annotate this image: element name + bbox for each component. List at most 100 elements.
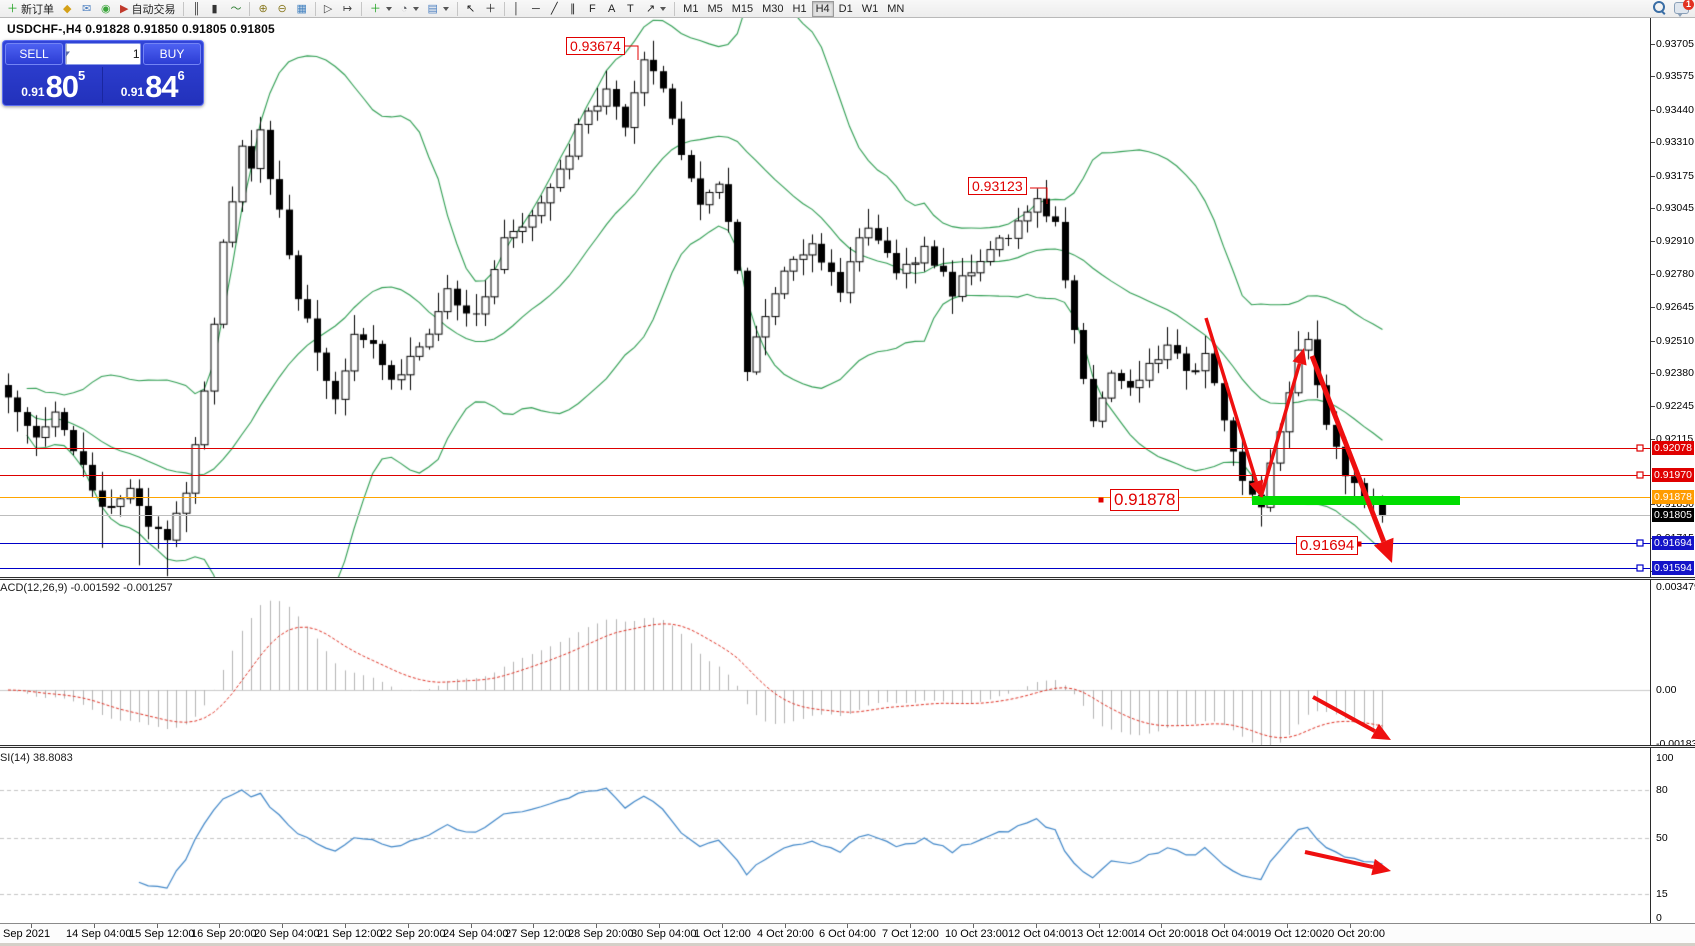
axis-tick-mark — [1651, 373, 1655, 374]
price-axis-label: 0.91694 — [1652, 536, 1694, 550]
equidistant-channel-icon: ∥ — [569, 2, 576, 15]
metaeditor-button[interactable]: ◆ — [59, 1, 77, 17]
periods-button[interactable]: ◔ — [397, 1, 423, 17]
rsi-axis-tick: 15 — [1656, 888, 1668, 900]
volume-input[interactable] — [67, 44, 140, 64]
indicators-button[interactable]: ＋ — [366, 1, 396, 17]
time-axis-label: 30 Sep 04:00 — [631, 928, 697, 940]
signals-button[interactable]: ◉ — [97, 1, 115, 17]
axis-tick-mark — [1651, 44, 1655, 45]
timeframe-m30-label: M30 — [762, 2, 784, 15]
buy-button[interactable]: BUY — [143, 43, 201, 65]
axis-tick-mark — [1651, 274, 1655, 275]
time-axis-label: 16 Sep 20:00 — [191, 928, 257, 940]
price-axis-tick: 0.92910 — [1656, 235, 1694, 247]
timeframe-m15[interactable]: M15 — [728, 1, 757, 17]
toolbar-separator — [360, 1, 362, 16]
sell-price[interactable]: 0.91 80 5 — [5, 67, 103, 103]
market-button[interactable]: ✉ — [78, 1, 96, 17]
zoom-in-button[interactable]: ⊕ — [254, 1, 272, 17]
timeframe-d1[interactable]: D1 — [835, 1, 857, 17]
timeframe-d1-label: D1 — [838, 2, 853, 15]
new-order-icon: ＋ — [7, 2, 18, 15]
buy-price[interactable]: 0.91 84 6 — [105, 67, 202, 103]
timeframe-w1-label: W1 — [861, 2, 879, 15]
price-chart-canvas[interactable] — [0, 18, 1650, 923]
sell-price-big: 80 — [45, 69, 79, 104]
auto-scroll-button[interactable]: ▷ — [320, 1, 338, 17]
price-axis-tick: 0.93310 — [1656, 136, 1694, 148]
horizontal-line-button[interactable]: ─ — [528, 1, 546, 17]
text-button[interactable]: A — [604, 1, 622, 17]
axis-tick-mark — [1651, 76, 1655, 77]
time-tick-mark — [471, 924, 472, 928]
timeframe-h4-label: H4 — [815, 2, 830, 15]
time-tick-mark — [533, 924, 534, 928]
timeframe-mn[interactable]: MN — [883, 1, 908, 17]
text-label-button[interactable]: T — [623, 1, 641, 17]
time-axis-label: 12 Oct 04:00 — [1008, 928, 1071, 940]
text-icon: A — [607, 2, 616, 15]
crosshair-button[interactable]: ＋ — [481, 1, 500, 17]
tile-windows-button[interactable]: ▦ — [292, 1, 310, 17]
timeframe-m5[interactable]: M5 — [703, 1, 726, 17]
price-callout: 0.91694 — [1296, 536, 1359, 556]
volume-decrease-button[interactable] — [66, 44, 67, 64]
time-axis[interactable]: Sep 2021 14 Sep 04:00 15 Sep 12:00 16 Sep 2… — [0, 923, 1695, 943]
timeframe-m30[interactable]: M30 — [758, 1, 787, 17]
time-tick-mark — [94, 924, 95, 928]
time-tick-mark — [1350, 924, 1351, 928]
price-axis[interactable]: 0.93705 0.93575 0.93440 0.93310 0.93175 0.930… — [1650, 18, 1695, 924]
zoom-in-icon: ⊕ — [258, 2, 268, 15]
vertical-line-button[interactable]: │ — [509, 1, 527, 17]
sell-price-pip: 5 — [78, 68, 86, 83]
cursor-button[interactable]: ↖ — [462, 1, 480, 17]
zoom-out-button[interactable]: ⊖ — [273, 1, 291, 17]
macd-pane-splitter[interactable] — [0, 577, 1695, 580]
support-zone-rectangle — [1252, 496, 1460, 505]
time-axis-label: 20 Oct 20:00 — [1322, 928, 1385, 940]
time-axis-label: 21 Sep 12:00 — [317, 928, 383, 940]
rsi-axis-tick: 80 — [1656, 784, 1668, 796]
toolbar-separator — [183, 1, 185, 16]
timeframe-w1[interactable]: W1 — [858, 1, 883, 17]
chat-icon[interactable]: 1 — [1674, 0, 1694, 17]
price-axis-tick: 0.93175 — [1656, 170, 1694, 182]
vertical-line-icon: │ — [512, 2, 520, 15]
time-tick-mark — [973, 924, 974, 928]
new-order-button[interactable]: ＋新订单 — [3, 1, 58, 17]
autotrading-button[interactable]: ▶ 自动交易 — [116, 1, 179, 17]
trendline-button[interactable]: ╱ — [547, 1, 565, 17]
candlestick-chart-button[interactable]: ▮ — [207, 1, 225, 17]
price-axis-tick: 0.92380 — [1656, 367, 1694, 379]
buy-price-big: 84 — [145, 69, 178, 104]
time-axis-label: 13 Oct 12:00 — [1071, 928, 1134, 940]
search-icon[interactable] — [1653, 1, 1666, 14]
axis-tick-mark — [1651, 504, 1655, 505]
line-chart-icon: ～ — [230, 2, 242, 15]
timeframe-m1[interactable]: M1 — [679, 1, 702, 17]
timeframe-h4[interactable]: H4 — [811, 0, 834, 17]
time-tick-mark — [659, 924, 660, 928]
time-axis-label: 22 Sep 20:00 — [380, 928, 446, 940]
timeframe-h1[interactable]: H1 — [789, 1, 811, 17]
new-order-button-label: 新订单 — [21, 3, 54, 16]
time-tick-mark — [1099, 924, 1100, 928]
chart-shift-button[interactable]: ↦ — [339, 1, 357, 17]
arrows-button[interactable]: ↗ — [642, 1, 670, 17]
fibonacci-button[interactable]: F — [585, 1, 603, 17]
line-chart-button[interactable]: ～ — [226, 1, 245, 17]
timeframe-h1-label: H1 — [792, 2, 807, 15]
templates-button[interactable]: ▤ — [424, 1, 453, 17]
price-axis-tick: 0.93575 — [1656, 70, 1694, 82]
autotrading-icon: ▶ — [120, 2, 129, 15]
time-tick-mark — [345, 924, 346, 928]
equidistant-channel-button[interactable]: ∥ — [566, 1, 584, 17]
price-axis-tick: 0.93045 — [1656, 202, 1694, 214]
sell-button[interactable]: SELL — [5, 43, 63, 65]
bar-chart-button[interactable]: ║ — [188, 1, 206, 17]
zoom-out-icon: ⊖ — [277, 2, 287, 15]
rsi-pane-splitter[interactable] — [0, 745, 1695, 748]
toolbar-separator — [249, 1, 251, 16]
rsi-label: RSI(14) 38.8083 — [0, 752, 73, 764]
